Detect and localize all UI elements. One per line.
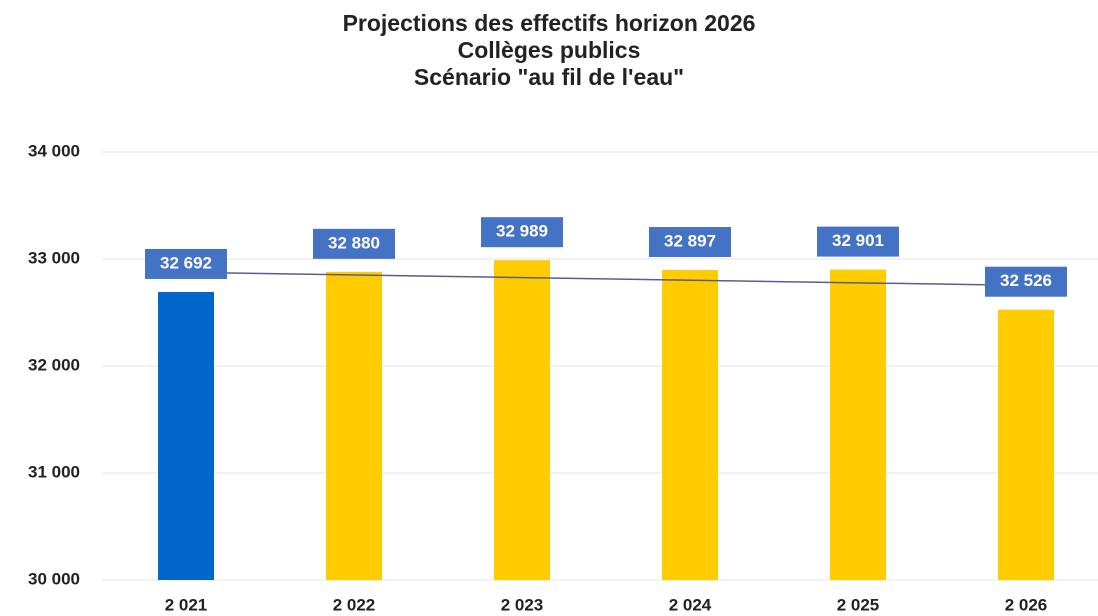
data-label: 32 897 [664,232,716,251]
bar [662,270,718,580]
x-tick-label: 2 025 [837,595,880,614]
x-tick-label: 2 024 [669,595,712,614]
x-tick-label: 2 021 [165,595,208,614]
y-tick-label: 30 000 [28,569,80,588]
y-tick-label: 31 000 [28,462,80,481]
y-tick-label: 33 000 [28,248,80,267]
data-label-box [145,248,227,279]
bar [326,271,382,580]
data-label: 32 901 [832,231,884,250]
data-label: 32 989 [496,222,548,241]
data-label-box [649,227,731,258]
data-label-box [985,266,1067,297]
y-tick-label: 34 000 [28,141,80,160]
data-label: 32 880 [328,233,380,252]
bar [998,309,1054,580]
bar [494,260,550,580]
data-label-box [817,226,899,257]
x-tick-label: 2 022 [333,595,376,614]
data-label-box [313,228,395,259]
trendline [185,271,1027,287]
x-tick-label: 2 026 [1005,595,1048,614]
x-tick-label: 2 023 [501,595,544,614]
chart-subtitle: Collèges publics [458,37,641,63]
bar [158,291,214,580]
data-label: 32 692 [160,253,212,272]
chart-title: Projections des effectifs horizon 2026 [343,10,756,36]
chart-subtitle: Scénario "au fil de l'eau" [414,64,684,90]
data-label: 32 526 [1000,271,1052,290]
data-label-box [481,217,563,248]
bar [830,269,886,580]
y-tick-label: 32 000 [28,355,80,374]
